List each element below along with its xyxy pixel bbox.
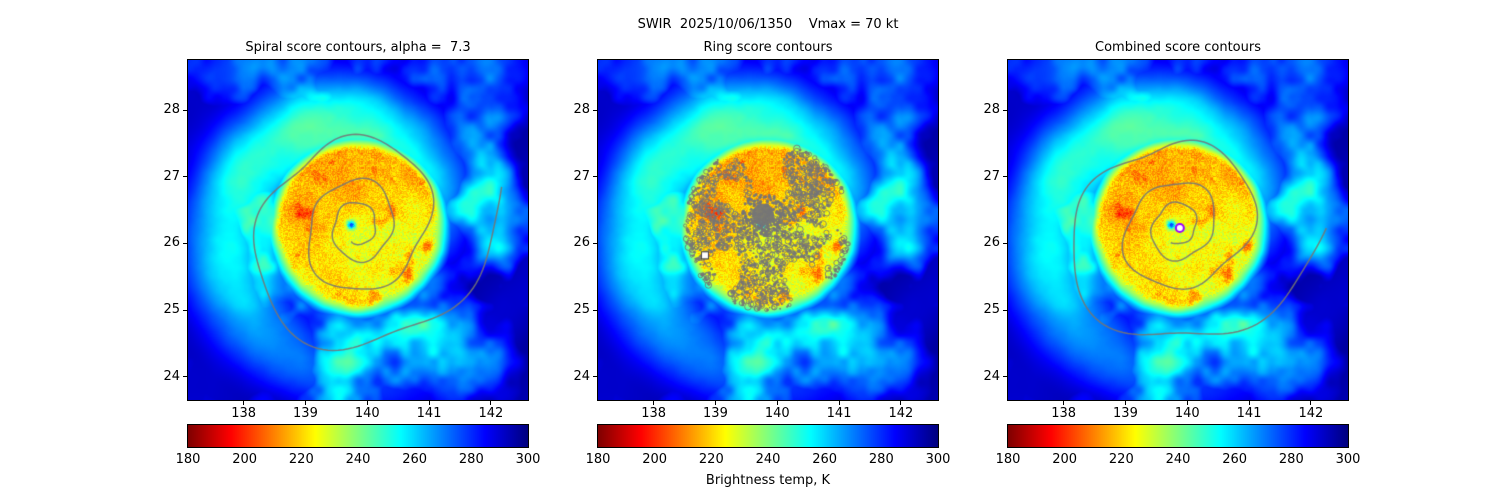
panel-combined-score: Combined score contours 138 139 140 141 142 2… [983, 40, 1360, 500]
colorbar-gradient-ring [597, 424, 939, 448]
x-tick-label: 140 [354, 406, 380, 421]
colorbar-tick-label: 240 [1165, 452, 1191, 467]
x-tick-mark [900, 401, 902, 405]
y-tick-mark [593, 309, 597, 311]
colorbar-tick-label: 220 [288, 452, 314, 467]
y-tick-label: 24 [983, 368, 1000, 384]
colorbar-tick-label: 180 [995, 452, 1021, 467]
y-tick-label: 24 [163, 368, 180, 384]
y-tick-label: 25 [983, 302, 1000, 317]
x-tick-mark [304, 401, 306, 405]
x-tick-label: 139 [293, 406, 318, 421]
colorbar-tick-label: 200 [642, 452, 668, 467]
y-tick-mark [183, 376, 187, 378]
x-tick-label: 142 [478, 406, 504, 421]
y-tick-mark [183, 242, 187, 244]
y-tick-mark [593, 176, 597, 178]
colorbar-tick-label: 180 [585, 452, 611, 467]
y-tick-label: 28 [163, 102, 180, 117]
satellite-image-ring-canvas [597, 59, 939, 401]
y-tick-mark [593, 376, 597, 378]
y-tick-label: 26 [983, 235, 1000, 251]
y-tick-mark [1003, 109, 1007, 111]
y-tick-mark [1003, 176, 1007, 178]
figure-suptitle: SWIR 2025/10/06/1350 Vmax = 70 kt [637, 17, 899, 32]
panel-title-spiral: Spiral score contours, alpha = 7.3 [245, 40, 471, 55]
y-tick-label: 27 [573, 168, 590, 184]
y-tick-label: 28 [573, 102, 590, 117]
panel-spiral-score: Spiral score contours, alpha = 7.3 138 13… [163, 40, 540, 500]
x-tick-mark [653, 401, 655, 405]
x-tick-mark [714, 401, 716, 405]
x-tick-mark [1186, 401, 1188, 405]
satellite-image-spiral-canvas [187, 59, 529, 401]
x-tick-label: 142 [888, 406, 914, 421]
x-tick-mark [1310, 401, 1312, 405]
colorbar-tick-label: 240 [345, 452, 371, 467]
x-tick-mark [1248, 401, 1250, 405]
colorbar-tick-label: 300 [925, 452, 951, 467]
y-tick-mark [1003, 309, 1007, 311]
x-tick-label: 141 [1236, 406, 1262, 421]
x-tick-mark [776, 401, 778, 405]
colorbar-tick-label: 280 [868, 452, 894, 467]
y-tick-mark [593, 109, 597, 111]
colorbar-gradient-spiral [187, 424, 529, 448]
colorbar-tick-label: 220 [1108, 452, 1134, 467]
colorbar-tick-label: 280 [458, 452, 484, 467]
x-tick-label: 138 [641, 406, 667, 421]
colorbar-gradient-combined [1007, 424, 1349, 448]
colorbar-tick-label: 300 [515, 452, 541, 467]
y-tick-mark [1003, 242, 1007, 244]
colorbar-tick-label: 260 [1222, 452, 1248, 467]
colorbar-tick-label: 200 [1052, 452, 1078, 467]
colorbar-tick-label: 280 [1278, 452, 1304, 467]
colorbar-tick-label: 180 [175, 452, 201, 467]
y-tick-label: 26 [163, 235, 180, 251]
y-tick-label: 28 [983, 102, 1000, 117]
x-tick-label: 139 [1113, 406, 1138, 421]
y-tick-label: 25 [573, 302, 590, 317]
y-tick-mark [183, 176, 187, 178]
x-tick-mark [1124, 401, 1126, 405]
x-tick-label: 141 [826, 406, 852, 421]
colorbar-tick-label: 200 [232, 452, 258, 467]
colorbar-tick-label: 260 [812, 452, 838, 467]
x-tick-label: 139 [703, 406, 728, 421]
y-tick-label: 25 [163, 302, 180, 317]
y-tick-mark [183, 309, 187, 311]
colorbar-tick-label: 240 [755, 452, 781, 467]
colorbar-tick-label: 220 [698, 452, 724, 467]
satellite-image-combined-canvas [1007, 59, 1349, 401]
y-tick-label: 27 [983, 168, 1000, 184]
y-tick-label: 24 [573, 368, 590, 384]
x-tick-label: 140 [1174, 406, 1200, 421]
x-tick-label: 138 [1051, 406, 1077, 421]
x-tick-label: 138 [231, 406, 257, 421]
y-tick-mark [593, 242, 597, 244]
x-tick-label: 140 [764, 406, 790, 421]
x-tick-mark [490, 401, 492, 405]
x-tick-mark [428, 401, 430, 405]
x-tick-mark [243, 401, 245, 405]
colorbar-tick-label: 300 [1335, 452, 1361, 467]
y-tick-mark [183, 109, 187, 111]
y-tick-mark [1003, 376, 1007, 378]
x-tick-label: 142 [1298, 406, 1324, 421]
x-tick-mark [1063, 401, 1065, 405]
panel-title-combined: Combined score contours [1095, 40, 1261, 55]
panel-title-ring: Ring score contours [703, 40, 833, 55]
panel-ring-score: Ring score contours 138 139 140 141 142 24 25 2… [573, 40, 950, 500]
x-tick-label: 141 [416, 406, 442, 421]
x-tick-mark [838, 401, 840, 405]
x-tick-mark [366, 401, 368, 405]
y-tick-label: 26 [573, 235, 590, 251]
colorbar-tick-label: 260 [402, 452, 428, 467]
colorbar-axis-label: Brightness temp, K [705, 473, 831, 488]
y-tick-label: 27 [163, 168, 180, 184]
